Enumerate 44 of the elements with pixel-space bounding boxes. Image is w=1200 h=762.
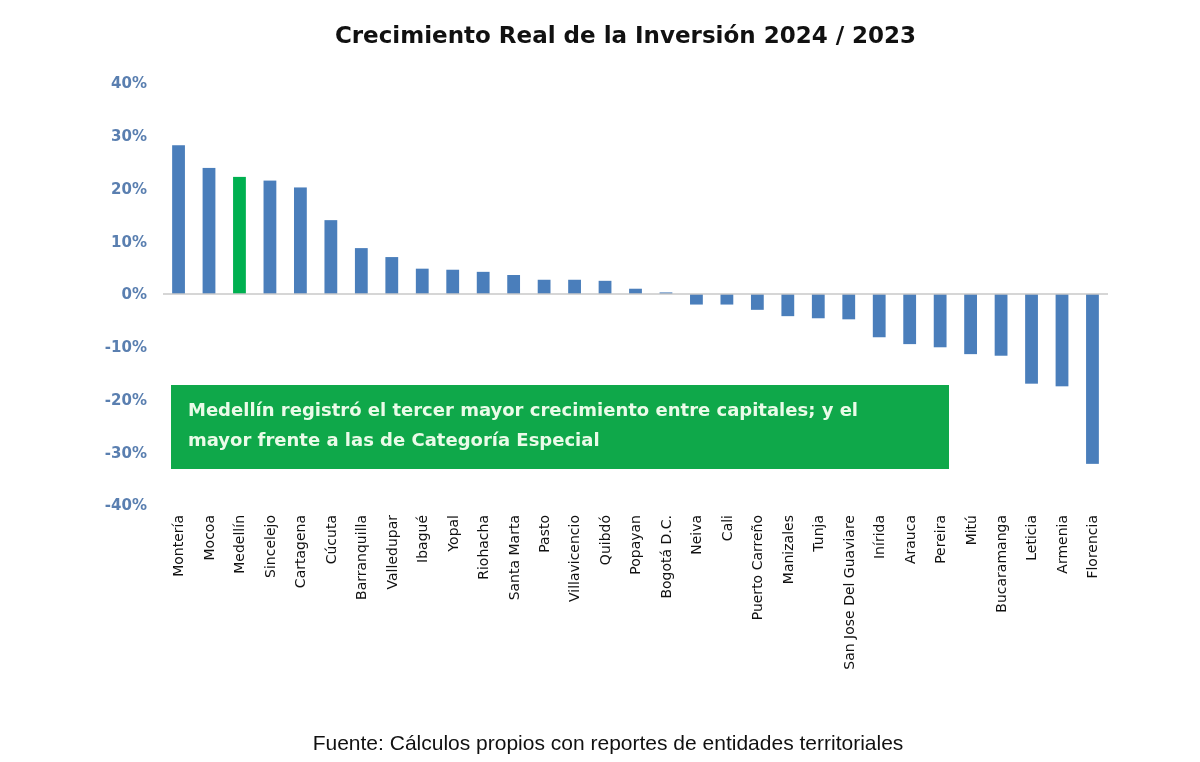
x-tick-label: Inírida <box>871 515 888 560</box>
y-tick-label: -30% <box>104 443 147 462</box>
callout-box: Medellín registró el tercer mayor crecimiento entre capitales; y el mayor frente a las de Categoría Especial <box>171 385 949 469</box>
x-tick-label: Pasto <box>536 515 553 553</box>
x-tick-label: Villavicencio <box>566 515 583 603</box>
x-tick-label: Bucaramanga <box>992 515 1009 613</box>
x-tick-label: Armenia <box>1053 515 1070 574</box>
x-tick-label: Arauca <box>901 515 918 565</box>
y-tick-label: -40% <box>104 496 147 515</box>
y-tick-label: 0% <box>121 285 147 304</box>
x-tick-label: Mocoa <box>200 515 217 561</box>
annotation: Medellín registró el tercer mayor crecimiento entre capitales; y el mayor frente a las de Categoría Especial <box>188 399 859 450</box>
x-tick-label: Tunja <box>810 515 827 553</box>
x-tick-label: Puerto Carreño <box>749 515 766 621</box>
y-tick-label: 40% <box>111 74 147 93</box>
x-tick-label: Riohacha <box>475 515 492 580</box>
y-tick-label: 20% <box>111 179 147 198</box>
x-tick-label: Mitú <box>962 515 979 546</box>
x-tick-label: Cúcuta <box>322 515 339 565</box>
x-tick-label: Cali <box>718 515 735 542</box>
chart-title: Crecimiento Real de la Inversión 2024 / 2023 <box>334 22 917 48</box>
y-tick-label: 10% <box>111 232 147 251</box>
source-note: Fuente: Cálculos propios con reportes de entidades territoriales <box>312 731 904 754</box>
x-tick-label: Valledupar <box>383 514 400 590</box>
x-tick-label: Florencia <box>1084 515 1101 579</box>
y-tick-label: -20% <box>104 390 147 409</box>
x-tick-label: Cartagena <box>292 515 309 589</box>
x-tick-label: Medellín <box>231 515 248 574</box>
x-tick-label: Pereira <box>932 515 949 564</box>
y-tick-label: -10% <box>104 338 147 356</box>
y-tick-label: 30% <box>111 127 147 145</box>
x-tick-label: Leticia <box>1023 515 1040 561</box>
x-tick-label: Sincelejo <box>261 515 278 578</box>
x-tick-label: Barranquilla <box>353 515 370 600</box>
x-tick-label: Quibdó <box>596 515 613 566</box>
x-tick-label: San Jose Del Guaviare <box>840 515 857 670</box>
x-tick-label: Santa Marta <box>505 515 522 601</box>
x-tick-label: Neiva <box>688 515 705 555</box>
x-tick-label: Manizales <box>779 515 796 585</box>
x-tick-label: Bogotá D.C. <box>657 515 674 599</box>
x-tick-label: Ibagué <box>414 515 431 563</box>
x-tick-label: Popayan <box>627 515 644 575</box>
x-tick-label: Yopal <box>444 515 461 553</box>
x-tick-label: Montería <box>170 515 187 577</box>
